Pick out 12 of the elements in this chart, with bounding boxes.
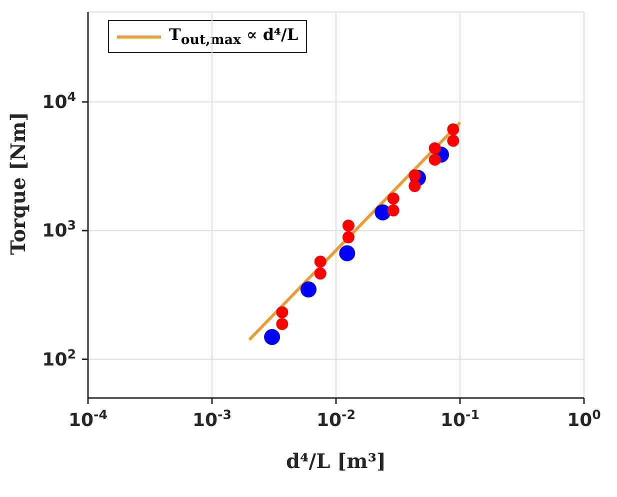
y-axis-title: Torque [Nm]	[6, 112, 30, 255]
y-tick-label: 10$^{2}$	[42, 346, 76, 370]
x-tick-label: 10$^{-4}$	[68, 406, 108, 431]
y-tick-label: 10$^{3}$	[42, 217, 76, 242]
legend-label: T$_{out,max}$ ∝ d⁴/L	[169, 25, 298, 48]
x-tick-label: 10$^{-3}$	[192, 406, 232, 431]
x-tick-label: 10$^{0}$	[567, 406, 602, 431]
x-axis-title: d⁴/L [m³]	[286, 449, 386, 473]
x-tick-label: 10$^{-2}$	[316, 406, 356, 431]
legend-box: T$_{out,max}$ ∝ d⁴/L	[108, 20, 308, 54]
x-tick-label: 10$^{-1}$	[440, 406, 480, 431]
y-tick-label: 10$^{4}$	[42, 88, 76, 113]
